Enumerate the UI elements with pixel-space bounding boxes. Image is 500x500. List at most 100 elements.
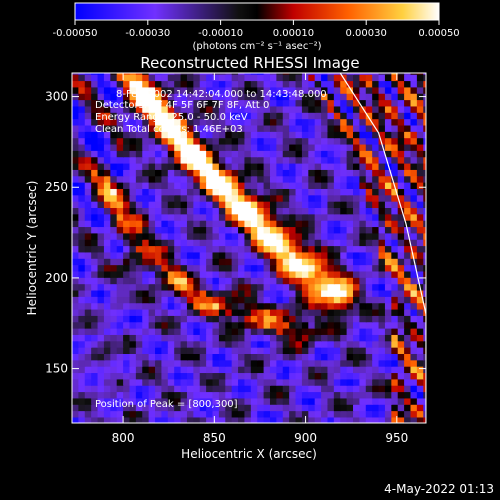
heatmap-cell xyxy=(295,251,303,259)
heatmap-cell xyxy=(212,245,220,253)
heatmap-cell xyxy=(231,124,239,132)
heatmap-cell xyxy=(174,137,182,145)
heatmap-cell xyxy=(110,73,118,82)
heatmap-cell xyxy=(186,410,195,418)
heatmap-cell xyxy=(110,150,118,158)
heatmap-cell xyxy=(372,289,380,297)
heatmap-cell xyxy=(91,232,99,240)
heatmap-cell xyxy=(301,92,310,101)
heatmap-cell xyxy=(269,207,278,215)
heatmap-cell xyxy=(340,73,348,82)
heatmap-cell xyxy=(423,403,426,412)
heatmap-cell xyxy=(161,226,169,234)
heatmap-cell xyxy=(155,365,163,374)
heatmap-cell xyxy=(333,353,342,361)
heatmap-cell xyxy=(103,118,112,126)
heatmap-cell xyxy=(365,92,374,101)
heatmap-cell xyxy=(423,257,426,266)
heatmap-cell xyxy=(72,111,80,120)
heatmap-cell xyxy=(257,175,265,183)
heatmap-cell xyxy=(257,73,265,82)
heatmap-cell xyxy=(250,92,259,101)
heatmap-cell xyxy=(301,86,310,94)
heatmap-cell xyxy=(257,321,265,329)
heatmap-cell xyxy=(257,403,265,412)
heatmap-cell xyxy=(301,200,310,209)
heatmap-cell xyxy=(372,416,380,423)
heatmap-cell xyxy=(212,372,220,380)
heatmap-cell xyxy=(161,118,169,126)
colorbar-tick-label: -0.00050 xyxy=(53,28,98,39)
heatmap-cell xyxy=(308,73,316,82)
heatmap-cell xyxy=(186,232,195,240)
heatmap-cell xyxy=(353,105,361,113)
heatmap-cell xyxy=(372,200,380,209)
heatmap-cell xyxy=(129,283,137,291)
heatmap-cell xyxy=(353,232,361,240)
heatmap-cell xyxy=(289,270,297,278)
heatmap-cell xyxy=(129,334,137,342)
heatmap-cell xyxy=(372,403,380,412)
heatmap-cell xyxy=(353,410,361,418)
heatmap-cell xyxy=(129,105,137,113)
heatmap-cell xyxy=(365,257,374,266)
heatmap-cell xyxy=(365,169,374,177)
heatmap-cell xyxy=(384,410,393,418)
heatmap-cell xyxy=(372,315,380,323)
heatmap-cell xyxy=(423,118,426,126)
heatmap-cell xyxy=(378,264,386,272)
heatmap-cell xyxy=(103,238,112,247)
heatmap-cell xyxy=(314,359,322,367)
heatmap-cell xyxy=(423,238,426,247)
heatmap-cell xyxy=(167,86,176,94)
heatmap-cell xyxy=(397,131,405,139)
heatmap-cell xyxy=(365,277,374,285)
heatmap-cell xyxy=(84,169,93,177)
heatmap-cell xyxy=(218,124,227,132)
heatmap-cell xyxy=(391,353,399,361)
heatmap-cell xyxy=(193,403,201,412)
heatmap-cell xyxy=(238,137,246,145)
heatmap-cell xyxy=(327,111,335,120)
heatmap-cell xyxy=(199,118,207,126)
heatmap-cell xyxy=(116,257,124,266)
heatmap-cell xyxy=(148,80,156,88)
heatmap-cell xyxy=(353,238,361,247)
heatmap-cell xyxy=(295,378,303,386)
heatmap-cell xyxy=(308,270,316,278)
heatmap-cell xyxy=(78,359,86,367)
heatmap-cell xyxy=(397,334,405,342)
heatmap-cell xyxy=(333,289,342,297)
heatmap-cell xyxy=(148,73,156,82)
heatmap-cell xyxy=(238,378,246,386)
heatmap-cell xyxy=(340,289,348,297)
heatmap-cell xyxy=(72,403,80,412)
heatmap-cell xyxy=(167,315,176,323)
heatmap-cell xyxy=(263,257,271,266)
heatmap-cell xyxy=(212,181,220,189)
heatmap-cell xyxy=(301,137,310,145)
heatmap-cell xyxy=(193,308,201,316)
heatmap-cell xyxy=(110,111,118,120)
heatmap-cell xyxy=(282,200,290,209)
heatmap-cell xyxy=(397,353,405,361)
heatmap-cell xyxy=(282,340,290,348)
heatmap-cell xyxy=(378,403,386,412)
heatmap-cell xyxy=(327,321,335,329)
heatmap-cell xyxy=(295,73,303,82)
heatmap-cell xyxy=(199,346,207,354)
heatmap-cell xyxy=(161,245,169,253)
heatmap-cell xyxy=(72,296,80,304)
heatmap-cell xyxy=(314,219,322,228)
heatmap-cell xyxy=(129,118,137,126)
heatmap-cell xyxy=(218,175,227,183)
heatmap-cell xyxy=(321,143,329,151)
heatmap-cell xyxy=(199,270,207,278)
heatmap-cell xyxy=(397,340,405,348)
heatmap-cell xyxy=(269,296,278,304)
heatmap-cell xyxy=(276,80,284,88)
heatmap-cell xyxy=(116,378,124,386)
heatmap-cell xyxy=(282,137,290,145)
heatmap-cell xyxy=(231,118,239,126)
heatmap-cell xyxy=(410,118,418,126)
